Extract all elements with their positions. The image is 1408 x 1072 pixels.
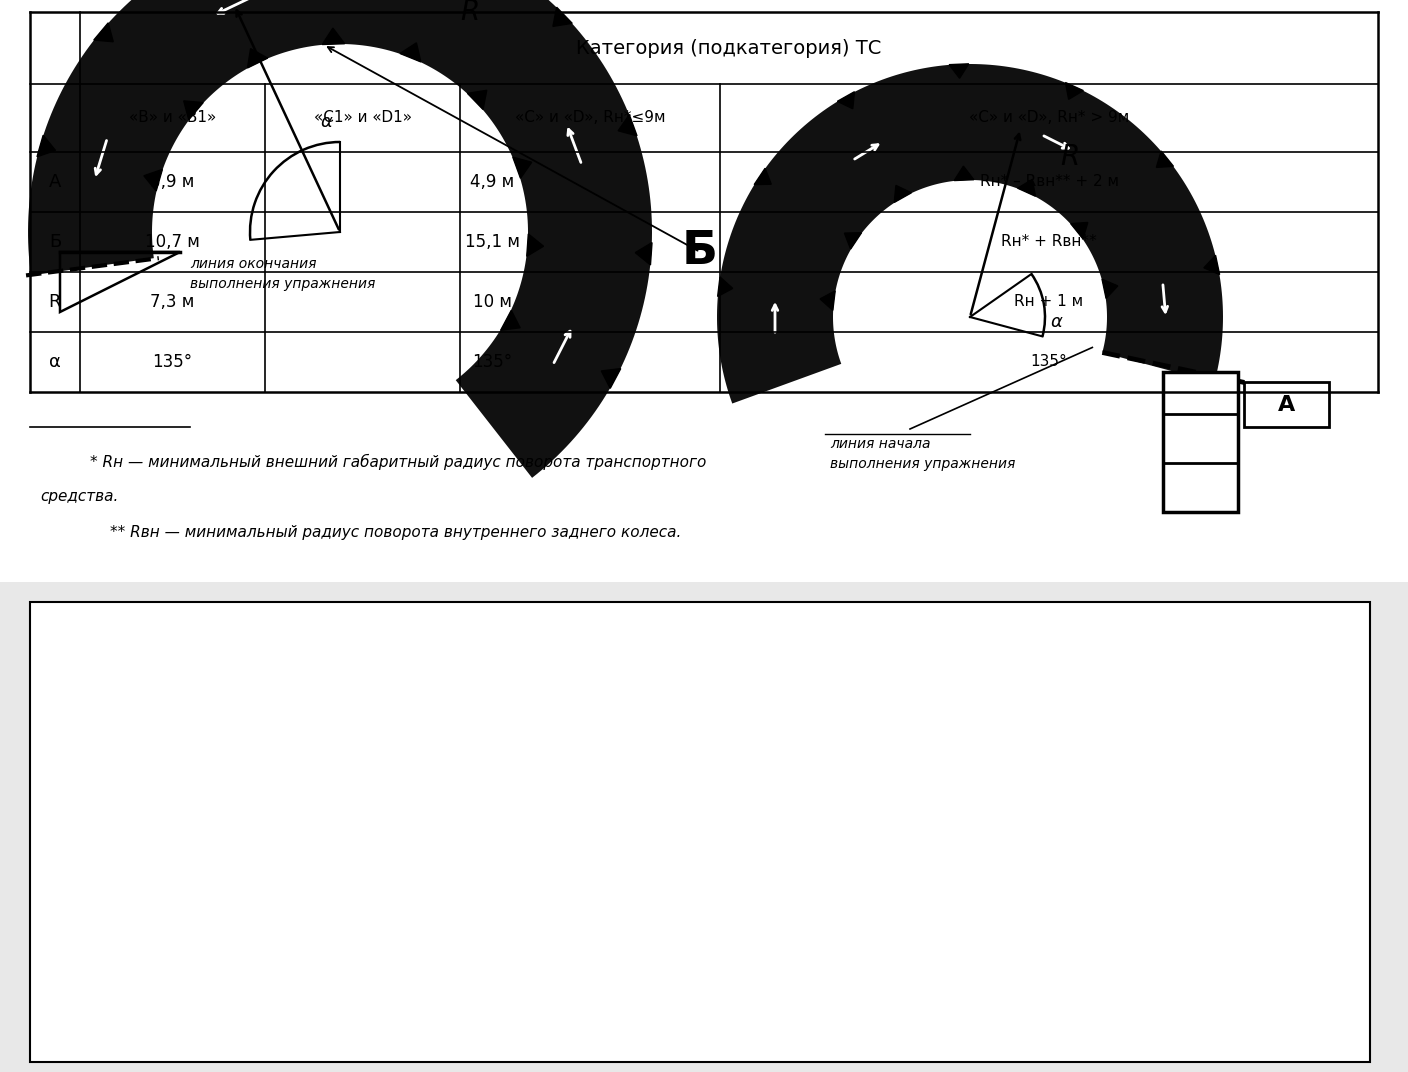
- Polygon shape: [400, 43, 421, 62]
- Text: А: А: [1278, 394, 1295, 415]
- Polygon shape: [1102, 279, 1118, 298]
- Bar: [1245, 383, 1329, 428]
- Polygon shape: [501, 311, 520, 330]
- Bar: [0, 0, 1408, 582]
- Polygon shape: [1070, 223, 1088, 239]
- Text: Категория (подкатегория) ТС: Категория (подкатегория) ТС: [576, 39, 881, 58]
- Text: 135°: 135°: [152, 353, 193, 371]
- Text: 135°: 135°: [1031, 355, 1067, 370]
- Polygon shape: [949, 64, 969, 78]
- Polygon shape: [513, 158, 532, 178]
- Polygon shape: [717, 64, 1224, 403]
- Polygon shape: [1018, 179, 1035, 196]
- Text: ** Rвн — минимальный радиус поворота внутреннего заднего колеса.: ** Rвн — минимальный радиус поворота вну…: [110, 524, 681, 539]
- Text: R: R: [1060, 143, 1080, 172]
- Polygon shape: [183, 101, 203, 120]
- Text: 3,9 м: 3,9 м: [151, 173, 194, 191]
- Text: 7,3 м: 7,3 м: [151, 293, 194, 311]
- Polygon shape: [553, 8, 572, 27]
- Text: «С» и «D», Rн* > 9м: «С» и «D», Rн* > 9м: [969, 110, 1129, 125]
- Text: Б: Б: [49, 233, 61, 251]
- Polygon shape: [94, 23, 113, 42]
- Polygon shape: [845, 233, 862, 249]
- Polygon shape: [755, 168, 772, 184]
- Polygon shape: [28, 0, 652, 478]
- Text: Б: Б: [681, 229, 718, 274]
- Polygon shape: [601, 369, 621, 388]
- Text: «С1» и «D1»: «С1» и «D1»: [314, 110, 411, 125]
- Text: Rн + 1 м: Rн + 1 м: [1014, 295, 1084, 310]
- Text: 10,7 м: 10,7 м: [145, 233, 200, 251]
- Polygon shape: [37, 135, 55, 157]
- Text: 4,9 м: 4,9 м: [470, 173, 515, 191]
- Text: линия окончания
выполнения упражнения: линия окончания выполнения упражнения: [190, 257, 376, 291]
- Bar: [30, 602, 1370, 1062]
- Polygon shape: [838, 92, 855, 108]
- Text: R: R: [460, 0, 480, 26]
- Polygon shape: [144, 169, 162, 191]
- Text: 15,1 м: 15,1 м: [465, 233, 520, 251]
- Text: 10 м: 10 м: [473, 293, 513, 311]
- Text: Rн* – Rвн** + 2 м: Rн* – Rвн** + 2 м: [980, 175, 1118, 190]
- Polygon shape: [248, 48, 268, 68]
- Polygon shape: [1156, 151, 1173, 167]
- Text: «В» и «В1»: «В» и «В1»: [130, 110, 215, 125]
- Polygon shape: [618, 115, 636, 136]
- Text: α: α: [1050, 313, 1062, 331]
- Polygon shape: [635, 242, 652, 265]
- Polygon shape: [718, 277, 732, 297]
- Text: R: R: [49, 293, 62, 311]
- Text: * Rн — минимальный внешний габаритный радиус поворота транспортного: * Rн — минимальный внешний габаритный ра…: [90, 453, 707, 471]
- Text: α: α: [320, 113, 332, 131]
- Text: α: α: [49, 353, 61, 371]
- Polygon shape: [955, 166, 974, 180]
- Polygon shape: [894, 185, 911, 203]
- Polygon shape: [1204, 255, 1219, 274]
- Polygon shape: [467, 90, 487, 109]
- Polygon shape: [322, 28, 345, 45]
- Polygon shape: [1066, 83, 1083, 100]
- Polygon shape: [819, 291, 835, 310]
- Bar: [1163, 372, 1238, 512]
- Polygon shape: [527, 234, 543, 256]
- Text: «С» и «D», Rн*≤9м: «С» и «D», Rн*≤9м: [515, 110, 665, 125]
- Text: А: А: [49, 173, 61, 191]
- Text: линия начала
выполнения упражнения: линия начала выполнения упражнения: [829, 437, 1015, 471]
- Text: Rн* + Rвн**: Rн* + Rвн**: [1001, 235, 1097, 250]
- Text: средства.: средства.: [39, 490, 118, 505]
- Text: 135°: 135°: [473, 353, 513, 371]
